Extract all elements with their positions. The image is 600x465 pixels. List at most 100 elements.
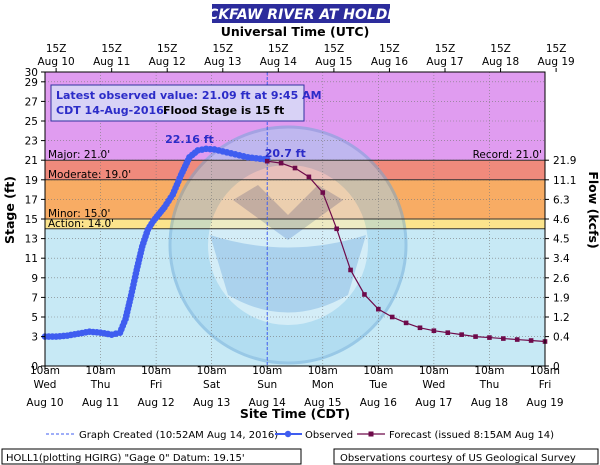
forecast-point xyxy=(459,332,464,337)
forecast-point xyxy=(278,160,284,166)
bottom-tick-time: 10am xyxy=(197,365,227,377)
top-tick-date: Aug 11 xyxy=(93,56,130,68)
top-tick-hour: 15Z xyxy=(212,43,233,55)
top-tick-hour: 15Z xyxy=(268,43,289,55)
noaa-seal-watermark xyxy=(168,125,408,365)
legend-forecast-label: Forecast (issued 8:15AM Aug 14) xyxy=(389,430,554,441)
footer-right-box xyxy=(333,448,599,465)
forecast-point xyxy=(292,165,298,171)
bottom-tick-day: Wed xyxy=(34,379,57,391)
bottom-tick-date: Aug 17 xyxy=(415,397,452,409)
flood-category-label-action: Action: 14.0' xyxy=(48,218,114,230)
y-tick-label-right: 4.5 xyxy=(553,234,570,246)
footer-left-box xyxy=(1,448,302,465)
bottom-tick-date: Aug 15 xyxy=(304,397,341,409)
flood-category-label-moderate: Moderate: 19.0' xyxy=(48,169,131,181)
y-tick-label-left: 7 xyxy=(31,292,38,304)
footer-observations-credit: Observations courtesy of US Geological S… xyxy=(340,453,576,464)
legend-observed-label: Observed xyxy=(305,430,353,441)
top-tick-hour: 15Z xyxy=(157,43,178,55)
top-tick-date: Aug 13 xyxy=(204,56,241,68)
forecast-point xyxy=(306,174,312,180)
forecast-point xyxy=(389,314,395,320)
forecast-point xyxy=(514,337,520,342)
bottom-tick-date: Aug 19 xyxy=(526,397,563,409)
y-tick-label-right: 11.1 xyxy=(553,175,576,187)
bottom-tick-time: 10am xyxy=(86,365,116,377)
y-tick-label-right: 6.3 xyxy=(553,194,570,206)
bottom-tick-time: 10am xyxy=(141,365,171,377)
footer-datum: HOLL1(plotting HGIRG) "Gage 0" Datum: 19… xyxy=(6,453,245,464)
y-tick-label-left: 0 xyxy=(31,361,38,373)
y-tick-label-right: 1.9 xyxy=(553,292,570,304)
top-tick-date: Aug 19 xyxy=(538,56,575,68)
forecast-point xyxy=(403,320,409,326)
bottom-tick-day: Sat xyxy=(203,379,220,391)
bottom-tick-day: Sun xyxy=(257,379,277,391)
x-axis-title: Site Time (CDT) xyxy=(240,406,350,421)
y-tick-label-left: 11 xyxy=(25,253,38,265)
y-tick-label-left: 21 xyxy=(25,155,38,167)
top-axis-label: Universal Time (UTC) xyxy=(221,24,370,39)
y-tick-label-right: 0.4 xyxy=(553,332,570,344)
bottom-tick-day: Thu xyxy=(479,379,500,391)
bottom-tick-day: Fri xyxy=(539,379,552,391)
y-tick-label-right: 2.6 xyxy=(553,273,570,285)
top-tick-hour: 15Z xyxy=(101,43,122,55)
y-tick-label-left: 13 xyxy=(25,234,38,246)
bottom-tick-time: 10am xyxy=(308,365,338,377)
title-bar xyxy=(212,4,390,23)
y-tick-label-left: 5 xyxy=(31,312,38,324)
y-tick-label-left: 15 xyxy=(25,214,38,226)
info-box-flood-stage: Flood Stage is 15 ft xyxy=(163,104,284,117)
bottom-tick-date: Aug 10 xyxy=(26,397,63,409)
y-tick-label-right: 1.2 xyxy=(553,312,570,324)
y-tick-label-left: 30 xyxy=(25,67,38,79)
bottom-tick-date: Aug 16 xyxy=(360,397,398,409)
bottom-tick-time: 10am xyxy=(363,365,393,377)
y-tick-label-left: 23 xyxy=(25,136,38,148)
y-tick-label-left: 19 xyxy=(25,175,38,187)
forecast-point xyxy=(431,328,437,334)
forecast-point xyxy=(376,306,381,312)
y-axis-title-right: Flow (kcfs) xyxy=(586,171,600,248)
legend-observed-marker xyxy=(284,430,292,438)
bottom-tick-time: 10am xyxy=(419,365,449,377)
info-box xyxy=(50,84,305,122)
flood-category-label-major: Major: 21.0' xyxy=(48,149,110,161)
top-tick-date: Aug 15 xyxy=(315,56,352,68)
seal-outer-ring xyxy=(168,125,408,365)
top-tick-hour: 15Z xyxy=(379,43,400,55)
forecast-point xyxy=(445,330,451,335)
y-tick-label-right: 0 xyxy=(553,361,560,373)
forecast-point xyxy=(417,325,423,331)
bottom-tick-day: Wed xyxy=(422,379,445,391)
y-tick-label-right: 4.6 xyxy=(553,214,570,226)
forecast-point xyxy=(528,338,534,343)
y-tick-label-left: 9 xyxy=(31,273,38,285)
top-tick-hour: 15Z xyxy=(46,43,67,55)
top-tick-date: Aug 10 xyxy=(38,56,75,68)
forecast-point xyxy=(334,226,339,232)
y-tick-label-left: 17 xyxy=(25,194,38,206)
info-box-date: CDT 14-Aug-2016. xyxy=(56,104,168,117)
chart-title: TICKFAW RIVER AT HOLDEN xyxy=(193,7,409,23)
top-tick-hour: 15Z xyxy=(546,43,567,55)
bottom-tick-day: Thu xyxy=(90,379,111,391)
bottom-tick-day: Mon xyxy=(312,379,334,391)
top-tick-date: Aug 16 xyxy=(371,56,409,68)
top-tick-date: Aug 17 xyxy=(426,56,463,68)
top-tick-hour: 15Z xyxy=(490,43,511,55)
top-tick-hour: 15Z xyxy=(435,43,456,55)
top-tick-date: Aug 14 xyxy=(260,56,298,68)
forecast-point xyxy=(348,267,353,273)
seal-wave-shape xyxy=(210,235,366,313)
y-tick-label-left: 29 xyxy=(25,77,38,89)
forecast-point xyxy=(473,334,478,339)
bottom-tick-day: Fri xyxy=(150,379,163,391)
y-tick-label-right: 3.4 xyxy=(553,253,570,265)
forecast-point xyxy=(501,336,506,341)
bottom-tick-date: Aug 13 xyxy=(193,397,230,409)
bottom-tick-time: 10am xyxy=(530,365,560,377)
y-tick-label-right: 21.9 xyxy=(553,155,576,167)
